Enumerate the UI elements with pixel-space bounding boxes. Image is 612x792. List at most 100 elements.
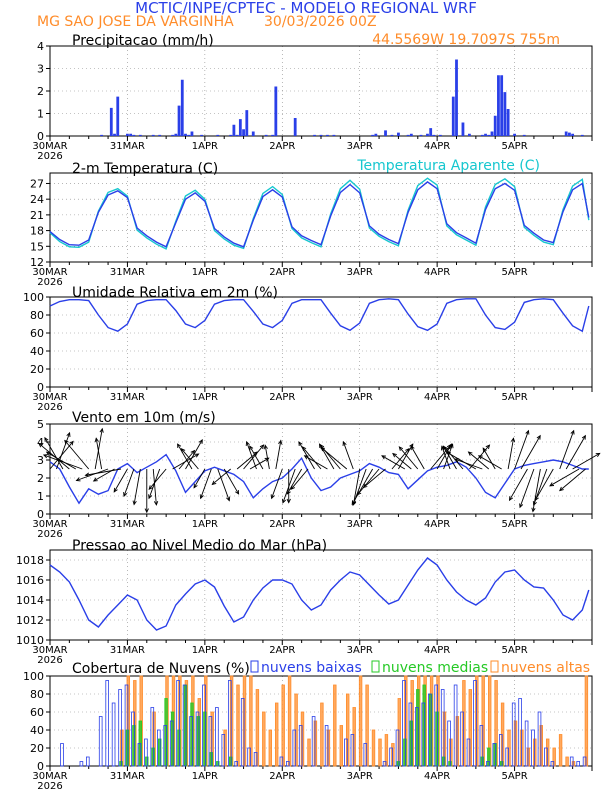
wind-vector-head <box>356 490 362 496</box>
wind-vector <box>392 453 412 470</box>
wind-vector-head <box>235 489 240 495</box>
precip-bar <box>187 134 191 136</box>
cloud-mid-bar <box>441 756 446 767</box>
cloud-low-bar <box>492 743 497 767</box>
precip-bar <box>174 133 178 136</box>
wind-day-label: 2APR <box>269 519 295 530</box>
cloud-mid-bar <box>132 725 136 767</box>
cloud-low-bar <box>363 743 368 767</box>
precip-bar <box>419 134 423 136</box>
cloud-high-bar <box>333 684 337 767</box>
apparent-temperature-legend: Temperatura Aparente (C) <box>356 158 540 174</box>
precip-bar <box>216 134 220 136</box>
wind-vector <box>148 468 167 490</box>
wind-ytick-label: 3 <box>37 454 44 467</box>
cloud-low-bar <box>408 702 413 767</box>
wind-vector-head <box>194 453 200 458</box>
precip-bar <box>200 134 204 136</box>
wind-vector <box>559 430 575 470</box>
wind-vector <box>559 468 586 491</box>
pres-ytick-label: 1012 <box>16 614 44 627</box>
cloud-day-label: 2APR <box>269 771 295 782</box>
cloud-high-bar <box>571 761 576 767</box>
temp-day-label: 4APR <box>424 267 450 278</box>
wind-vector <box>152 468 157 505</box>
wind-title: Vento em 10m (m/s) <box>72 410 216 426</box>
wind-vector <box>43 454 83 470</box>
wind-ytick-label: 0 <box>37 508 44 521</box>
wind-vector <box>444 446 464 470</box>
precip-bar <box>513 133 516 136</box>
cloud-mid-bar <box>428 693 433 767</box>
wind-vector-head <box>153 500 159 506</box>
cloud-mid-bar <box>228 756 233 767</box>
wind-vector <box>94 428 103 470</box>
cloud-high-bar <box>262 711 266 767</box>
pres-ytick-label: 1018 <box>16 554 44 567</box>
cloud-low-bar <box>569 756 574 767</box>
wind-vector <box>520 435 541 470</box>
cloud-high-bar <box>287 675 292 767</box>
precip-bar <box>271 134 275 136</box>
cloud-high-bar <box>249 675 253 767</box>
wind-vector <box>319 444 341 470</box>
cloud-ytick-label: 100 <box>23 670 44 683</box>
temp-ytick-label: 21 <box>30 209 44 222</box>
cloud-low-bar <box>440 689 445 767</box>
precip-bar <box>409 133 413 136</box>
precip-bar <box>490 131 494 136</box>
temp-ytick-label: 18 <box>30 225 44 238</box>
precip-bar <box>180 79 184 136</box>
cloud-low-bar <box>479 725 484 767</box>
cloud-low-bar <box>389 747 393 767</box>
precip-bar <box>480 134 484 136</box>
wind-vector-head <box>259 444 265 450</box>
cloud-low-bar <box>473 680 477 767</box>
wind-vector-head <box>532 501 537 507</box>
cloud-high-bar <box>584 675 589 767</box>
cloud-low-bar <box>227 680 232 767</box>
cloud-high-bar <box>313 720 318 767</box>
precip-bar <box>177 105 181 136</box>
wind-vector <box>46 451 77 470</box>
temp-frame <box>49 172 593 263</box>
precip-bar <box>429 128 433 136</box>
wind-vector-head <box>510 437 516 443</box>
wind-vector-head <box>381 455 387 460</box>
precip-day-label: 31MAR <box>110 141 145 152</box>
pres-day-label: 3APR <box>347 645 373 656</box>
precip-bar <box>132 134 136 136</box>
wind-vector <box>572 453 600 470</box>
precip-bar <box>438 134 442 136</box>
precip-bar <box>571 133 575 136</box>
cloud-ytick-label: 60 <box>30 706 44 719</box>
wind-vector <box>446 451 477 470</box>
precip-bar <box>426 133 429 136</box>
wind-vector-head <box>449 443 454 449</box>
cloud-low-bar <box>395 729 400 767</box>
wind-vector-head <box>485 444 491 450</box>
wind-vector <box>398 446 419 470</box>
wind-vector-head <box>508 496 514 502</box>
precip-bar <box>184 133 187 136</box>
cloud-low-bar <box>253 752 258 767</box>
precip-bar <box>503 92 507 136</box>
cloud-low-bar <box>537 711 542 767</box>
wind-vector-head <box>362 483 368 489</box>
precip-bar <box>455 59 458 136</box>
cloud-low-bar <box>466 738 471 767</box>
temp-year-label: 2026 <box>37 277 62 288</box>
wind-vector-head <box>278 439 283 445</box>
wind-vector-head <box>132 500 137 506</box>
cloud-day-label: 4APR <box>424 771 450 782</box>
wind-day-label: 4APR <box>424 519 450 530</box>
wind-vector <box>193 468 206 488</box>
cloud-high-bar <box>533 738 537 767</box>
precip-bar <box>242 129 245 136</box>
wind-vector-head <box>392 452 397 458</box>
precip-bar <box>406 134 410 136</box>
cloud-high-bar <box>281 684 285 767</box>
precip-day-label: 4APR <box>424 141 450 152</box>
wind-vector-head <box>581 434 586 440</box>
wind-vector <box>357 468 380 496</box>
